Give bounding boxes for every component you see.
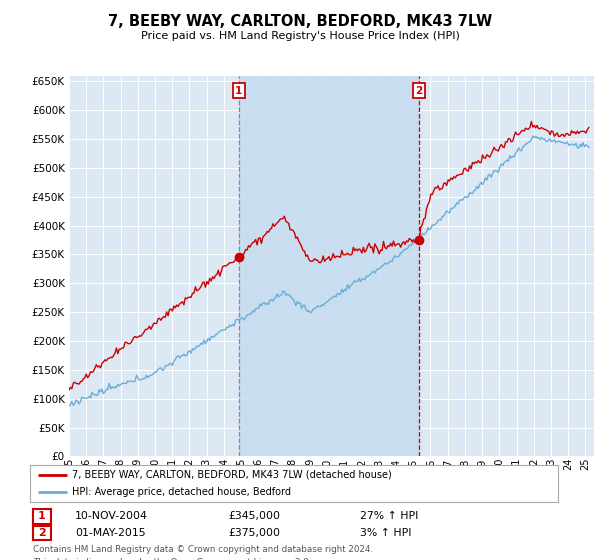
Text: 1: 1 [235,86,242,96]
Text: £345,000: £345,000 [228,511,280,521]
Bar [239,76,419,456]
Text: £375,000: £375,000 [228,528,280,538]
Text: HPI: Average price, detached house, Bedford: HPI: Average price, detached house, Bedf… [72,487,291,497]
Text: 7, BEEBY WAY, CARLTON, BEDFORD, MK43 7LW (detached house): 7, BEEBY WAY, CARLTON, BEDFORD, MK43 7LW… [72,470,392,480]
Text: 2: 2 [415,86,422,96]
Text: Contains HM Land Registry data © Crown copyright and database right 2024.
This d: Contains HM Land Registry data © Crown c… [33,545,373,560]
Text: 2: 2 [38,528,46,538]
Text: 3% ↑ HPI: 3% ↑ HPI [360,528,412,538]
Text: 10-NOV-2004: 10-NOV-2004 [75,511,148,521]
Text: 7, BEEBY WAY, CARLTON, BEDFORD, MK43 7LW: 7, BEEBY WAY, CARLTON, BEDFORD, MK43 7LW [108,14,492,29]
Text: Price paid vs. HM Land Registry's House Price Index (HPI): Price paid vs. HM Land Registry's House … [140,31,460,41]
Text: 01-MAY-2015: 01-MAY-2015 [75,528,146,538]
Text: 27% ↑ HPI: 27% ↑ HPI [360,511,418,521]
Text: 1: 1 [38,511,46,521]
